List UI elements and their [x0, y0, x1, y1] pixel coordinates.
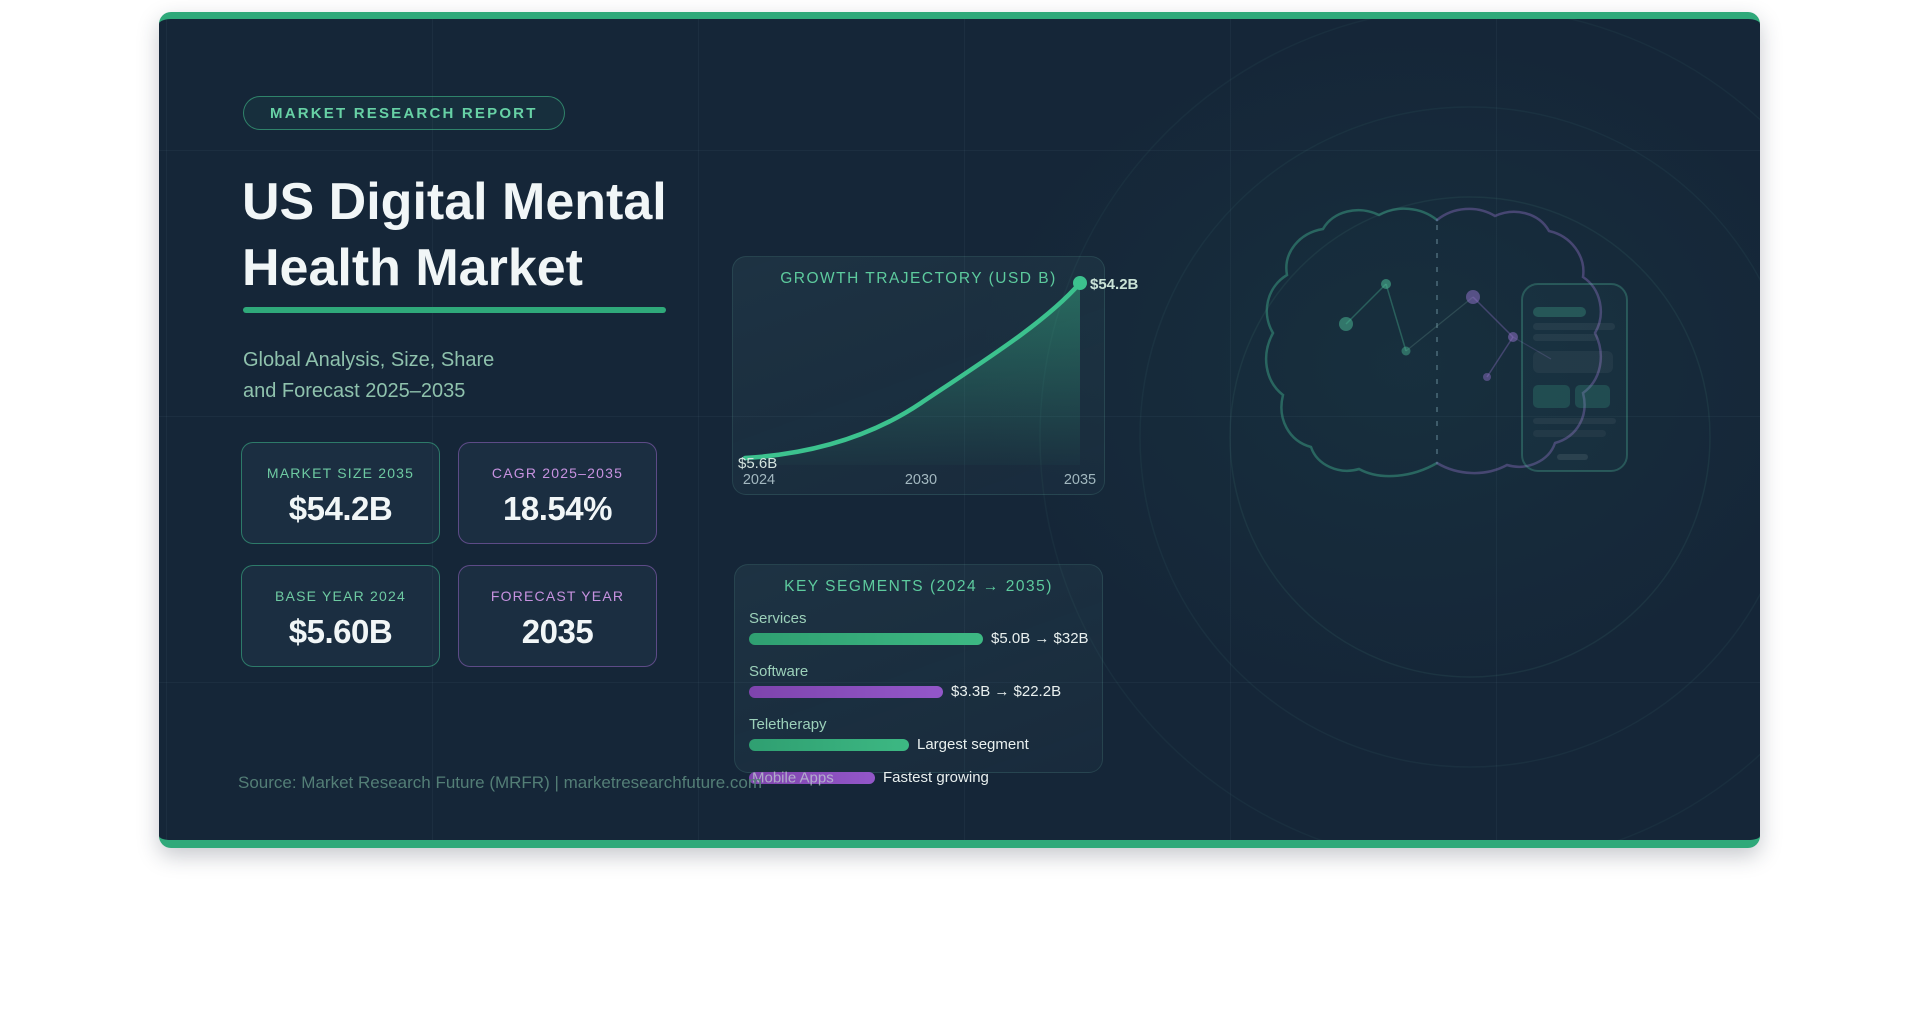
x-tick-2024: 2024	[743, 472, 775, 488]
report-type-badge: MARKET RESEARCH REPORT	[243, 96, 565, 130]
stat-card-market-size: MARKET SIZE 2035 $54.2B	[241, 442, 440, 544]
stat-value: 2035	[521, 613, 594, 650]
segment-label: Software	[749, 663, 809, 680]
segment-row-mobile-apps: Mobile Apps Fastest growing	[749, 769, 1088, 786]
title-underline	[243, 307, 666, 313]
segment-row-software: Software $3.3B → $22.2B	[749, 663, 1088, 700]
stat-value: $54.2B	[288, 490, 393, 527]
stat-value: 18.54%	[503, 490, 612, 527]
segment-bar	[749, 685, 943, 698]
segment-value: Largest segment	[917, 736, 1029, 753]
segment-bar: Mobile Apps	[749, 769, 875, 786]
segment-value: Fastest growing	[883, 769, 989, 786]
brain-icon	[1265, 207, 1603, 478]
stat-card-cagr: CAGR 2025–2035 18.54%	[458, 442, 657, 544]
phone-icon	[1521, 283, 1628, 472]
page-subtitle-line2: and Forecast 2025–2035	[243, 380, 466, 402]
segment-label: Services	[749, 610, 807, 627]
x-tick-2030: 2030	[905, 472, 937, 488]
stat-label: BASE YEAR 2024	[275, 588, 406, 604]
stat-cards: MARKET SIZE 2035 $54.2B CAGR 2025–2035 1…	[241, 442, 657, 667]
growth-area	[745, 283, 1080, 465]
stat-label: CAGR 2025–2035	[491, 465, 624, 481]
segment-bar	[749, 632, 983, 645]
segment-value: $5.0B → $32B	[991, 630, 1089, 647]
key-segments-title: KEY SEGMENTS (2024 → 2035)	[784, 578, 1053, 595]
key-segments-panel: KEY SEGMENTS (2024 → 2035) Services $5.0…	[734, 564, 1103, 786]
stat-label: MARKET SIZE 2035	[266, 465, 415, 481]
segment-label: Teletherapy	[749, 716, 827, 733]
concentric-circles-decor	[1039, 19, 1760, 840]
page-subtitle-line1: Global Analysis, Size, Share	[243, 349, 495, 371]
source-attribution: Source: Market Research Future (MRFR) | …	[238, 773, 763, 792]
end-point-marker	[1073, 276, 1087, 290]
page-title-line2: Health Market	[242, 239, 583, 297]
network-nodes-decor	[1339, 279, 1552, 381]
segment-row-services: Services $5.0B → $32B	[749, 610, 1089, 647]
growth-curve	[742, 280, 1083, 461]
growth-chart-title: GROWTH TRAJECTORY (USD B)	[780, 270, 1057, 287]
end-value-label: $54.2B	[1090, 276, 1139, 293]
segment-value: $3.3B → $22.2B	[951, 683, 1062, 700]
report-card: MARKET RESEARCH REPORT US Digital Mental…	[159, 12, 1760, 848]
x-tick-2035: 2035	[1064, 472, 1096, 488]
growth-chart: $5.6B $54.2B 2024 2030 2035	[738, 276, 1139, 488]
segment-label: Mobile Apps	[752, 769, 834, 786]
page-title-line1: US Digital Mental	[242, 173, 667, 231]
page-subtitle: Global Analysis, Size, Share and Forecas…	[243, 345, 494, 407]
stat-label: FORECAST YEAR	[490, 588, 625, 604]
segment-row-teletherapy: Teletherapy Largest segment	[749, 716, 1088, 753]
page-title: US Digital Mental Health Market	[242, 169, 667, 301]
segment-bar	[749, 738, 909, 751]
stat-card-forecast-year: FORECAST YEAR 2035	[458, 565, 657, 667]
stat-card-base-year: BASE YEAR 2024 $5.60B	[241, 565, 440, 667]
stat-value: $5.60B	[288, 613, 393, 650]
start-value-label: $5.6B	[738, 455, 777, 472]
